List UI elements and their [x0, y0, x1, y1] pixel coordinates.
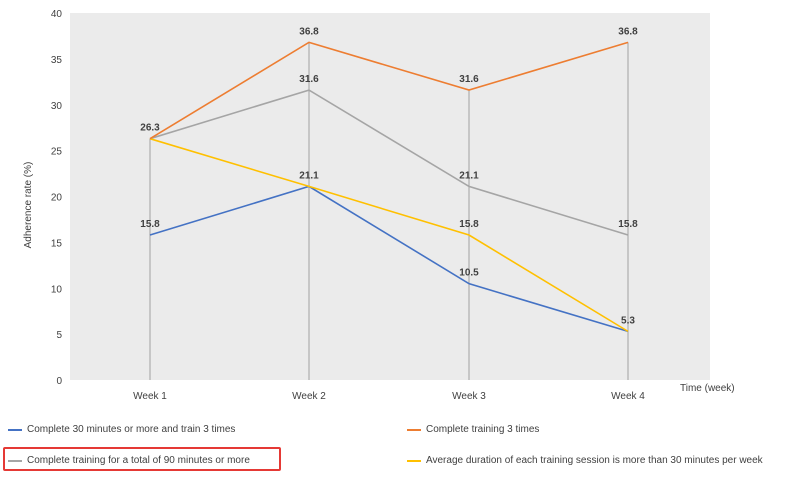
series-line: [149, 89, 629, 236]
legend-label: Complete training 3 times: [426, 424, 540, 435]
y-tick-label: 30: [51, 101, 63, 112]
y-tick-label: 0: [56, 376, 62, 387]
x-tick-label: Week 2: [292, 391, 326, 400]
y-tick-label: 15: [51, 238, 63, 249]
y-axis-label: Adherence rate (%): [23, 162, 34, 249]
y-tick-label: 35: [51, 55, 63, 66]
legend-swatch-yellow: [407, 459, 421, 462]
legend-item-orange: Complete training 3 times: [407, 424, 539, 435]
x-tick-label: Week 4: [611, 391, 645, 400]
series-line: [149, 41, 629, 140]
y-axis-ticks: 0 5 10 15 20 25 30 35 40: [51, 9, 63, 387]
data-label: 36.8: [618, 26, 638, 37]
series-lines: [149, 41, 629, 333]
legend-label: Complete 30 minutes or more and train 3 …: [27, 424, 236, 435]
legend-label: Average duration of each training sessio…: [426, 455, 763, 466]
data-label: 5.3: [621, 315, 635, 326]
legend-swatch-gray: [8, 459, 22, 462]
y-tick-label: 10: [51, 284, 63, 295]
series-line: [149, 137, 629, 333]
y-tick-label: 20: [51, 193, 63, 204]
legend-item-yellow: Average duration of each training sessio…: [407, 455, 763, 466]
data-label: 10.5: [459, 268, 479, 279]
legend-highlight-box: [3, 447, 281, 471]
x-tick-label: Week 1: [133, 391, 167, 400]
data-label: 21.1: [299, 170, 319, 181]
x-axis-ticks: Week 1 Week 2 Week 3 Week 4: [133, 391, 645, 400]
data-label: 31.6: [459, 74, 479, 85]
x-axis-label: Time (week): [680, 383, 735, 394]
data-label: 26.3: [140, 123, 160, 134]
data-labels: 15.8 21.1 10.5 26.3 36.8 31.6 36.8 31.6 21.1 15.8…: [140, 26, 638, 326]
legend-label: Complete training for a total of 90 minu…: [27, 455, 250, 466]
plot-area: [70, 13, 710, 380]
legend-swatch-orange: [407, 428, 421, 431]
y-tick-label: 5: [56, 330, 62, 341]
legend-item-blue: Complete 30 minutes or more and train 3 …: [8, 424, 235, 435]
legend-swatch-blue: [8, 428, 22, 431]
series-line: [149, 185, 629, 333]
data-label: 31.6: [299, 74, 319, 85]
legend-item-gray: Complete training for a total of 90 minu…: [8, 455, 250, 466]
y-tick-label: 25: [51, 147, 63, 158]
data-label: 36.8: [299, 26, 319, 37]
y-tick-label: 40: [51, 9, 63, 20]
data-label: 15.8: [459, 219, 479, 230]
data-label: 21.1: [459, 170, 479, 181]
data-label: 15.8: [618, 219, 638, 230]
x-tick-label: Week 3: [452, 391, 486, 400]
data-label: 15.8: [140, 219, 160, 230]
